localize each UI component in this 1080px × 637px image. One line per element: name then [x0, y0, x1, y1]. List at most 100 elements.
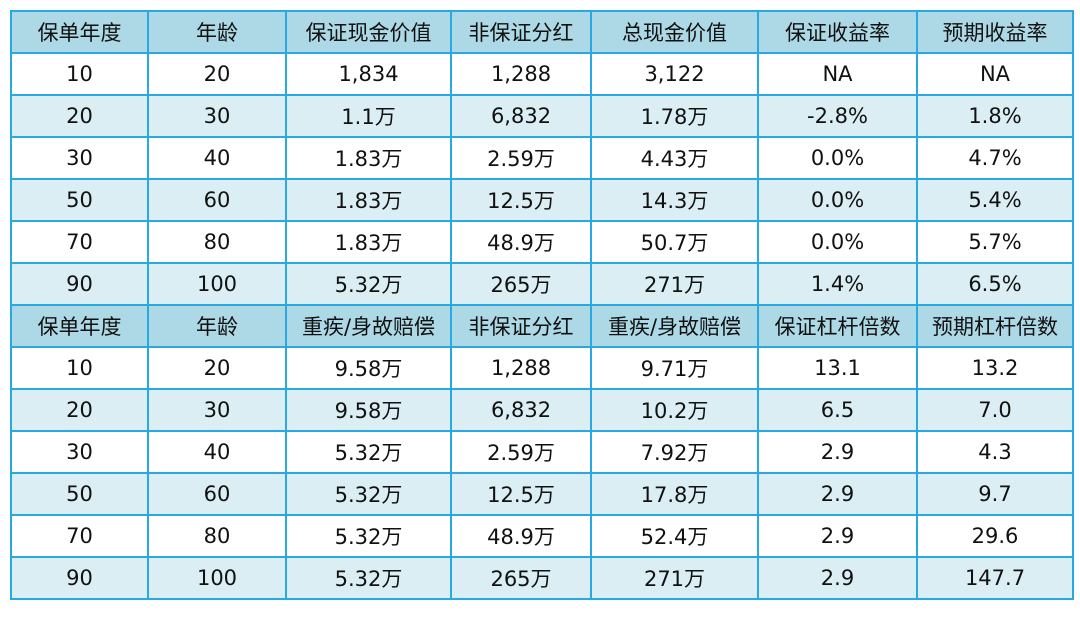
table-cell-col7: 6.5% — [916, 262, 1074, 306]
table-cell-col6: 2.9 — [757, 430, 918, 474]
table-cell-col7: 13.2 — [916, 346, 1074, 390]
table-cell-col3: 1,834 — [285, 52, 452, 96]
table-cell-col3: 1.1万 — [285, 94, 452, 138]
policy-value-table-container: 保单年度 年龄 保证现金价值 非保证分红 总现金价值 保证收益率 预期收益率 10 20 1,83… — [10, 10, 1074, 600]
table-cell-non-guaranteed-dividend: 2.59万 — [450, 430, 592, 474]
table-cell-col5: 17.8万 — [590, 472, 759, 516]
table-cell-col3: 1.83万 — [285, 220, 452, 264]
table-cell-col3: 9.58万 — [285, 388, 452, 432]
table-row: 10 20 1,834 1,288 3,122 NA NA — [10, 52, 1074, 96]
table-cell-policy-year: 50 — [10, 178, 149, 222]
table-row: 30 40 1.83万 2.59万 4.43万 0.0% 4.7% — [10, 136, 1074, 180]
table-cell-col6: -2.8% — [757, 94, 918, 138]
table-cell-non-guaranteed-dividend: 2.59万 — [450, 136, 592, 180]
table-cell-col7: 147.7 — [916, 556, 1074, 600]
table-cell-col5: 3,122 — [590, 52, 759, 96]
header-cell-non-guaranteed-dividend: 非保证分红 — [450, 304, 592, 348]
table-cell-col3: 5.32万 — [285, 556, 452, 600]
header-cell-policy-year: 保单年度 — [10, 10, 149, 54]
table-cell-policy-year: 30 — [10, 430, 149, 474]
table-cell-age: 100 — [147, 262, 287, 306]
table-cell-col3: 1.83万 — [285, 136, 452, 180]
table-cell-non-guaranteed-dividend: 12.5万 — [450, 472, 592, 516]
table-cell-col6: 2.9 — [757, 514, 918, 558]
table-cell-age: 60 — [147, 472, 287, 516]
table-cell-col6: 6.5 — [757, 388, 918, 432]
table-cell-policy-year: 90 — [10, 556, 149, 600]
table-cell-col7: NA — [916, 52, 1074, 96]
table-cell-age: 20 — [147, 346, 287, 390]
table-row: 90 100 5.32万 265万 271万 1.4% 6.5% — [10, 262, 1074, 306]
header-cell-age: 年龄 — [147, 10, 287, 54]
table-row: 70 80 1.83万 48.9万 50.7万 0.0% 5.7% — [10, 220, 1074, 264]
table-cell-col5: 7.92万 — [590, 430, 759, 474]
table-cell-col5: 1.78万 — [590, 94, 759, 138]
table-cell-col6: 2.9 — [757, 556, 918, 600]
table-cell-col3: 5.32万 — [285, 514, 452, 558]
table-cell-col3: 9.58万 — [285, 346, 452, 390]
table-cell-age: 60 — [147, 178, 287, 222]
table-cell-non-guaranteed-dividend: 265万 — [450, 262, 592, 306]
table-cell-col7: 4.3 — [916, 430, 1074, 474]
table-cell-col5: 271万 — [590, 262, 759, 306]
header-cell-col5: 重疾/身故赔偿 — [590, 304, 759, 348]
header-cell-col7: 预期收益率 — [916, 10, 1074, 54]
table-cell-col6: 13.1 — [757, 346, 918, 390]
header-cell-policy-year: 保单年度 — [10, 304, 149, 348]
table-cell-col5: 271万 — [590, 556, 759, 600]
header-row: 保单年度 年龄 重疾/身故赔偿 非保证分红 重疾/身故赔偿 保证杠杆倍数 预期杠杆倍数 — [10, 304, 1074, 348]
table-cell-non-guaranteed-dividend: 6,832 — [450, 94, 592, 138]
table-cell-age: 30 — [147, 94, 287, 138]
table-cell-col6: NA — [757, 52, 918, 96]
header-cell-col6: 保证杠杆倍数 — [757, 304, 918, 348]
table-row: 90 100 5.32万 265万 271万 2.9 147.7 — [10, 556, 1074, 600]
table-cell-age: 80 — [147, 514, 287, 558]
table-row: 70 80 5.32万 48.9万 52.4万 2.9 29.6 — [10, 514, 1074, 558]
table-cell-age: 40 — [147, 136, 287, 180]
table-cell-col3: 5.32万 — [285, 472, 452, 516]
table-cell-policy-year: 70 — [10, 514, 149, 558]
table-cell-age: 30 — [147, 388, 287, 432]
table-cell-age: 20 — [147, 52, 287, 96]
header-cell-age: 年龄 — [147, 304, 287, 348]
table-cell-non-guaranteed-dividend: 48.9万 — [450, 514, 592, 558]
table-cell-col5: 10.2万 — [590, 388, 759, 432]
header-cell-col6: 保证收益率 — [757, 10, 918, 54]
table-cell-non-guaranteed-dividend: 265万 — [450, 556, 592, 600]
table-cell-age: 80 — [147, 220, 287, 264]
table-cell-col7: 7.0 — [916, 388, 1074, 432]
table-row: 50 60 5.32万 12.5万 17.8万 2.9 9.7 — [10, 472, 1074, 516]
table-cell-col3: 5.32万 — [285, 262, 452, 306]
table-cell-non-guaranteed-dividend: 12.5万 — [450, 178, 592, 222]
table-cell-col6: 1.4% — [757, 262, 918, 306]
table-cell-col5: 14.3万 — [590, 178, 759, 222]
table-cell-policy-year: 20 — [10, 388, 149, 432]
table-cell-col6: 0.0% — [757, 136, 918, 180]
table-cell-col5: 9.71万 — [590, 346, 759, 390]
table-cell-col6: 0.0% — [757, 220, 918, 264]
table-cell-policy-year: 20 — [10, 94, 149, 138]
table-cell-col3: 1.83万 — [285, 178, 452, 222]
table-cell-col7: 29.6 — [916, 514, 1074, 558]
table-cell-col7: 5.7% — [916, 220, 1074, 264]
table-cell-non-guaranteed-dividend: 48.9万 — [450, 220, 592, 264]
table-row: 50 60 1.83万 12.5万 14.3万 0.0% 5.4% — [10, 178, 1074, 222]
table-cell-col7: 1.8% — [916, 94, 1074, 138]
table-body: 保单年度 年龄 保证现金价值 非保证分红 总现金价值 保证收益率 预期收益率 10 20 1,83… — [10, 10, 1074, 600]
header-row: 保单年度 年龄 保证现金价值 非保证分红 总现金价值 保证收益率 预期收益率 — [10, 10, 1074, 54]
table-cell-policy-year: 10 — [10, 52, 149, 96]
table-cell-col5: 50.7万 — [590, 220, 759, 264]
policy-value-table: 保单年度 年龄 保证现金价值 非保证分红 总现金价值 保证收益率 预期收益率 10 20 1,83… — [10, 10, 1074, 600]
table-row: 20 30 1.1万 6,832 1.78万 -2.8% 1.8% — [10, 94, 1074, 138]
table-cell-age: 40 — [147, 430, 287, 474]
table-cell-col5: 52.4万 — [590, 514, 759, 558]
table-cell-policy-year: 30 — [10, 136, 149, 180]
table-cell-col7: 9.7 — [916, 472, 1074, 516]
table-cell-non-guaranteed-dividend: 1,288 — [450, 346, 592, 390]
header-cell-col7: 预期杠杆倍数 — [916, 304, 1074, 348]
table-cell-col6: 2.9 — [757, 472, 918, 516]
table-cell-col7: 4.7% — [916, 136, 1074, 180]
header-cell-col3: 重疾/身故赔偿 — [285, 304, 452, 348]
table-cell-age: 100 — [147, 556, 287, 600]
table-cell-policy-year: 10 — [10, 346, 149, 390]
